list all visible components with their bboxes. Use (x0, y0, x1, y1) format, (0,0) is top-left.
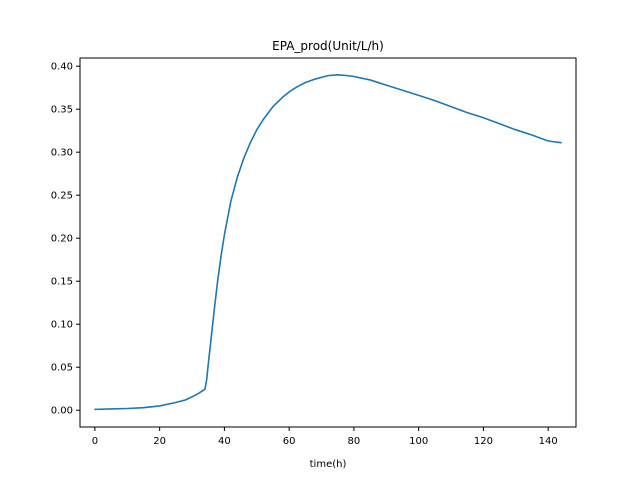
plot-frame (79, 57, 577, 428)
series-line (94, 73, 562, 411)
y-tick-label: 0.10 (51, 320, 73, 331)
x-tick-label: 100 (409, 436, 428, 447)
y-tick-label: 0.25 (51, 191, 73, 202)
y-tick-label: 0.20 (51, 234, 73, 245)
plot-area (94, 73, 562, 411)
y-axis: 0.00 0.05 0.10 0.15 0.20 0.25 0.30 0.35 0.40 (51, 62, 80, 417)
x-tick-label: 0 (92, 436, 98, 447)
y-tick-label: 0.05 (51, 363, 73, 374)
x-tick-label: 120 (474, 436, 493, 447)
x-tick-label: 80 (348, 436, 361, 447)
y-tick-label: 0.40 (51, 62, 73, 73)
x-axis: 0 20 40 60 80 100 120 140 (92, 427, 558, 447)
x-tick-label: 40 (218, 436, 231, 447)
x-axis-label: time(h) (310, 459, 347, 470)
chart-title: EPA_prod(Unit/L/h) (272, 39, 384, 53)
x-tick-label: 60 (283, 436, 296, 447)
x-tick-label: 20 (153, 436, 166, 447)
x-tick-label: 140 (539, 436, 558, 447)
y-tick-label: 0.00 (51, 406, 73, 417)
y-tick-label: 0.15 (51, 277, 73, 288)
y-tick-label: 0.35 (51, 105, 73, 116)
y-tick-label: 0.30 (51, 148, 73, 159)
